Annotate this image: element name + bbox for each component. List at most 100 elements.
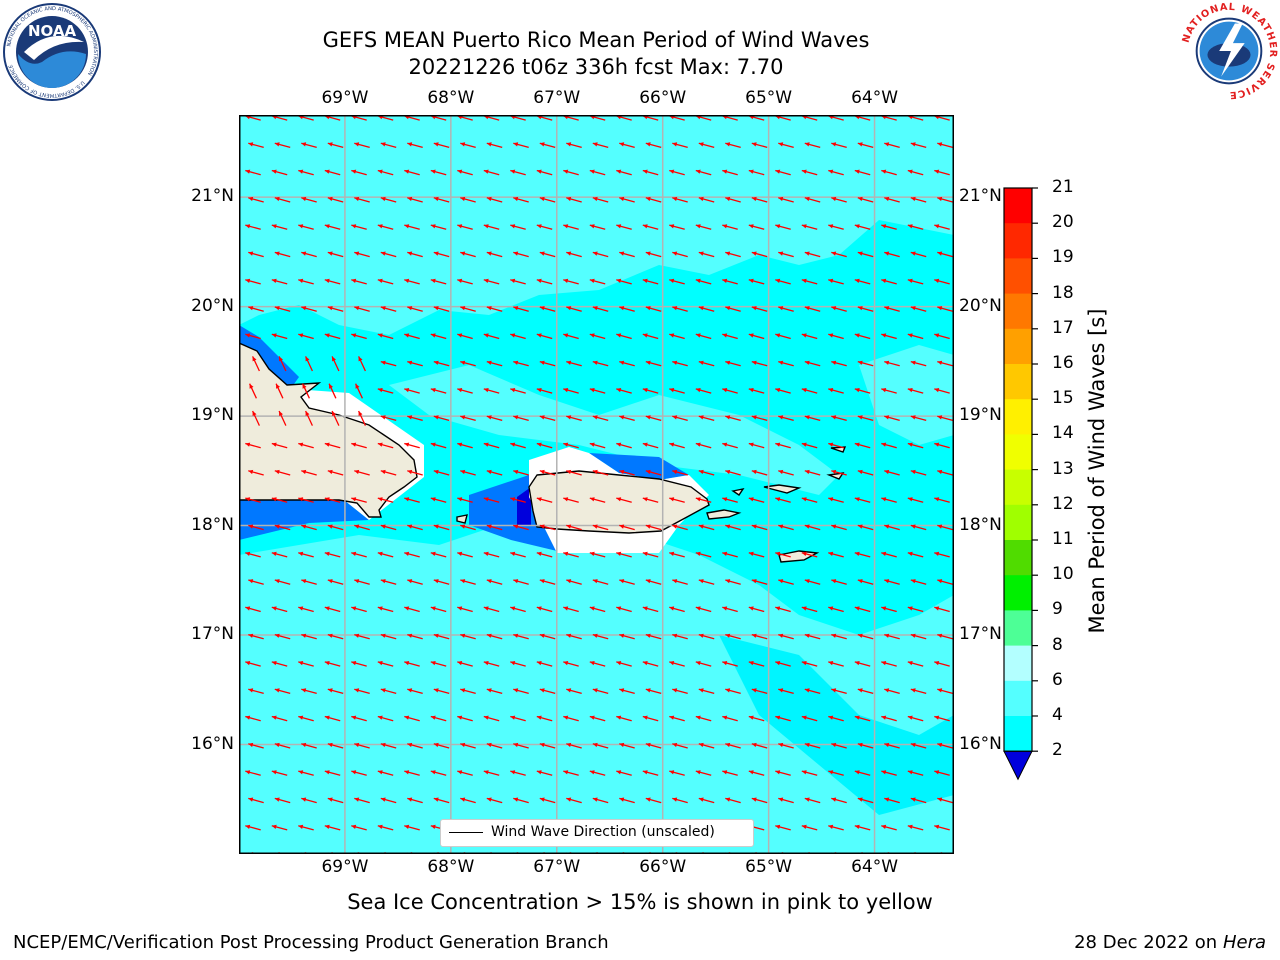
wave-direction-arrow [725, 524, 741, 531]
wave-direction-arrow [271, 606, 288, 613]
wave-direction-arrow [248, 633, 264, 640]
wave-direction-arrow [725, 797, 741, 804]
wave-direction-arrow [589, 715, 606, 722]
wave-direction-arrow [698, 415, 715, 422]
wave-direction-arrow [722, 661, 738, 667]
wave-direction-arrow [271, 715, 288, 722]
wave-direction-arrow [486, 306, 503, 312]
wave-direction-arrow [669, 333, 685, 340]
wave-direction-arrow [801, 715, 818, 722]
wave-direction-arrow [248, 688, 264, 695]
wave-direction-arrow [245, 715, 261, 722]
wave-direction-arrow [695, 224, 712, 230]
wave-direction-arrow [355, 383, 363, 399]
wave-direction-arrow [778, 142, 794, 149]
wave-direction-arrow [801, 497, 818, 503]
wave-direction-arrow [695, 770, 712, 776]
colorbar-tick-label: 11 [1052, 529, 1074, 549]
wave-direction-arrow [460, 742, 476, 749]
wave-direction-arrow [377, 169, 394, 176]
colorbar-segment [1004, 364, 1032, 400]
wave-direction-arrow [354, 469, 370, 476]
wave-direction-arrow [937, 742, 953, 749]
wave-direction-arrow [566, 306, 582, 312]
lat-label-right: 16°N [959, 733, 1002, 754]
wave-direction-arrow [907, 551, 924, 558]
wave-direction-arrow [725, 688, 741, 695]
wave-direction-arrow [669, 224, 685, 230]
wave-direction-arrow [910, 469, 927, 476]
wave-direction-arrow [483, 551, 500, 558]
wave-direction-arrow [358, 356, 366, 372]
wave-direction-arrow [857, 469, 874, 476]
wave-direction-arrow [831, 524, 847, 531]
wave-direction-arrow [354, 633, 370, 640]
colorbar-tick-label: 16 [1052, 353, 1074, 373]
wave-direction-arrow [460, 196, 476, 203]
wave-direction-arrow [589, 278, 606, 285]
wave-direction-arrow [457, 169, 473, 176]
wave-direction-arrow [828, 333, 844, 340]
wave-direction-arrow [248, 797, 264, 804]
wave-direction-arrow [354, 797, 370, 804]
wave-direction-arrow [483, 497, 500, 503]
wave-direction-arrow [804, 688, 821, 695]
wave-direction-arrow [351, 715, 367, 722]
wave-direction-arrow [539, 415, 556, 422]
wave-direction-arrow [404, 497, 420, 503]
wave-direction-arrow [592, 469, 609, 476]
wave-direction-arrow [645, 633, 662, 640]
wave-direction-arrow [539, 633, 556, 640]
wave-direction-arrow [854, 606, 871, 613]
wave-direction-arrow [854, 551, 871, 558]
colorbar-segment [1004, 399, 1032, 435]
wave-direction-arrow [804, 415, 821, 422]
wave-direction-arrow [642, 715, 659, 722]
wave-direction-arrow [616, 606, 632, 613]
wave-direction-arrow [358, 410, 366, 426]
wave-direction-arrow [592, 251, 609, 258]
wave-direction-arrow [324, 551, 341, 558]
wave-direction-arrow [302, 383, 310, 399]
wave-direction-arrow [884, 360, 900, 367]
wave-direction-arrow [698, 797, 715, 804]
wave-direction-arrow [539, 524, 556, 531]
wave-direction-arrow [245, 497, 261, 503]
wave-direction-arrow [778, 196, 794, 203]
wave-direction-arrow [907, 169, 924, 176]
wave-direction-arrow [828, 497, 844, 503]
wave-direction-arrow [407, 251, 423, 258]
wave-direction-arrow [563, 442, 579, 449]
wave-direction-arrow [642, 442, 659, 449]
wave-direction-arrow [324, 715, 341, 722]
wave-direction-arrow [910, 142, 927, 149]
wave-direction-arrow [271, 497, 288, 503]
wave-direction-arrow [460, 688, 476, 695]
wave-direction-arrow [695, 169, 712, 176]
wave-direction-arrow [748, 715, 765, 722]
wave-direction-arrow [245, 824, 261, 831]
wave-direction-arrow [328, 383, 337, 399]
wave-direction-arrow [907, 715, 924, 722]
chart-title: GEFS MEAN Puerto Rico Mean Period of Win… [322, 28, 870, 52]
wave-direction-arrow [831, 306, 847, 312]
wave-direction-arrow [271, 442, 288, 449]
wave-direction-arrow [937, 469, 953, 476]
wave-direction-arrow [327, 797, 344, 804]
wave-direction-arrow [563, 606, 579, 613]
wave-direction-arrow [377, 497, 394, 503]
wave-direction-arrow [407, 142, 423, 149]
colorbar-tick-label: 4 [1052, 705, 1063, 725]
wave-direction-arrow [937, 306, 953, 312]
wave-direction-arrow [433, 688, 450, 695]
wave-direction-arrow [722, 606, 738, 613]
wave-direction-arrow [801, 169, 818, 176]
wave-direction-arrow [695, 388, 712, 394]
wave-direction-arrow [536, 333, 553, 340]
wave-direction-arrow [301, 633, 317, 640]
period-2-4s-areas [239, 325, 689, 551]
wave-direction-arrow [619, 524, 635, 531]
wave-direction-arrow [801, 661, 818, 667]
wave-direction-arrow [245, 770, 261, 776]
wave-direction-arrow [884, 469, 900, 476]
